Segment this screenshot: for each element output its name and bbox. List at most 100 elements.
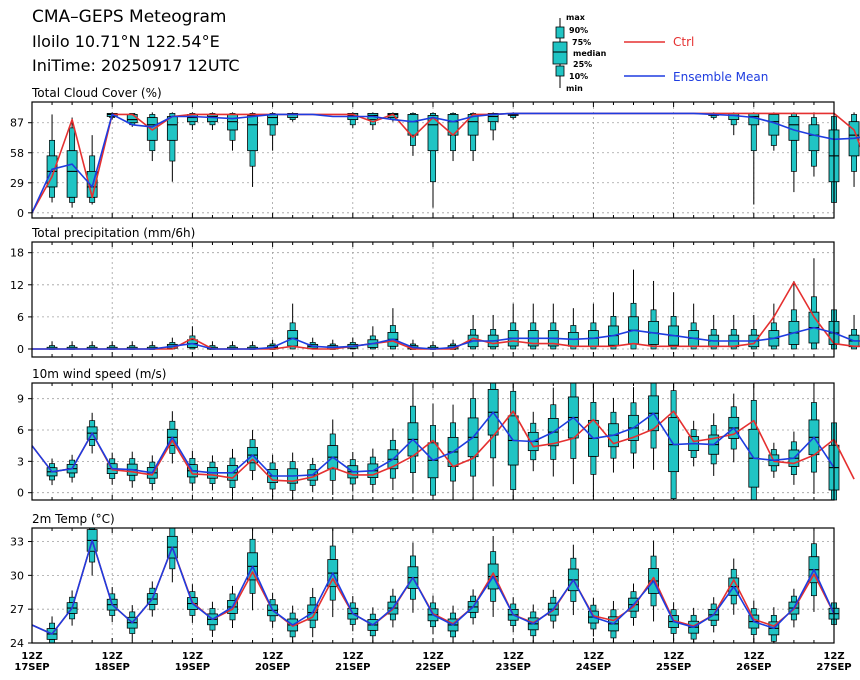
box-upper-tail	[690, 614, 697, 622]
box-upper-tail	[309, 597, 316, 606]
box-body	[487, 112, 499, 123]
box-upper-tail	[269, 462, 276, 470]
panel-2: Total precipitation (mm/6h) 0 6 12 18	[10, 226, 860, 358]
panel-frame	[31, 241, 835, 358]
box-lower-tail	[209, 624, 216, 631]
box-upper-tail	[670, 315, 677, 327]
x-date-label: 24SEP	[576, 662, 611, 673]
ensemble-box	[848, 314, 860, 350]
box-lower-tail	[269, 482, 276, 490]
box-upper-tail	[249, 538, 256, 554]
box-lower-tail	[169, 557, 176, 570]
box-lower-tail	[630, 610, 637, 619]
box-upper-tail	[690, 322, 697, 331]
box-lower-tail	[450, 134, 457, 152]
box-upper-tail	[149, 461, 156, 468]
box-upper-tail	[369, 456, 376, 465]
legend-box-label: min	[566, 84, 583, 93]
legend-ctrl-label: Ctrl	[673, 35, 694, 49]
ensemble-box	[788, 280, 800, 350]
box-lower-tail	[229, 129, 236, 141]
legend: max 90% 75% median 25% 10% min Ctrl Ense…	[552, 13, 768, 93]
ensemble-box	[287, 303, 299, 350]
box-lower-tail	[510, 619, 517, 626]
box-upper-tail	[570, 557, 577, 570]
x-date-label: 22SEP	[415, 662, 450, 673]
panels-layer: Total Cloud Cover (%) 0 29 58 87 Total precip…	[10, 86, 860, 650]
box-lower-tail	[570, 590, 577, 602]
box-body	[267, 114, 279, 126]
box-body	[247, 115, 258, 152]
box-body	[287, 112, 299, 118]
box-upper-tail	[851, 329, 858, 336]
box-upper-tail	[149, 114, 156, 118]
legend-mean-label: Ensemble Mean	[673, 70, 768, 84]
box-lower-tail	[69, 613, 76, 620]
box-lower-tail	[410, 455, 416, 473]
y-tick-label: 29	[10, 177, 24, 190]
box-lower-tail	[550, 445, 557, 460]
box-upper-tail	[550, 322, 557, 331]
box-upper-tail	[590, 604, 597, 612]
box-lower-tail	[770, 465, 777, 472]
box-lower-tail	[430, 150, 436, 183]
box-lower-tail	[510, 345, 517, 350]
box-upper-tail	[851, 114, 858, 123]
y-tick-label: 27	[10, 603, 24, 616]
box-upper-tail	[189, 458, 196, 465]
ensemble-box	[748, 112, 760, 205]
x-hour-label: 12Z	[743, 651, 764, 662]
box-lower-tail	[389, 613, 396, 621]
box-lower-tail	[189, 609, 196, 616]
ensemble-box	[367, 326, 379, 350]
panel-frame	[31, 527, 835, 644]
box-upper-tail	[750, 329, 757, 336]
box-upper-tail	[730, 329, 737, 336]
x-hour-label: 12Z	[102, 651, 123, 662]
box-upper-tail	[610, 411, 617, 425]
y-tick-label: 6	[17, 311, 24, 324]
box-lower-tail	[450, 466, 457, 482]
box-upper-tail	[209, 608, 216, 615]
box-body	[407, 114, 419, 136]
box-upper-tail	[530, 611, 537, 619]
box-lower-tail	[209, 477, 216, 484]
box-upper-tail	[169, 527, 176, 537]
box-body	[427, 115, 439, 152]
ensemble-box	[728, 314, 740, 350]
x-date-label: 20SEP	[255, 662, 290, 673]
y-tick-label: 0	[17, 343, 24, 356]
box-lower-tail	[189, 476, 196, 484]
box-lower-tail	[89, 550, 96, 563]
box-upper-tail	[710, 329, 717, 336]
ensemble-box	[848, 112, 860, 187]
y-tick-label: 12	[10, 279, 24, 292]
box-lower-tail	[610, 446, 617, 459]
box-upper-tail	[470, 398, 477, 419]
box-upper-tail	[530, 422, 537, 433]
box-lower-tail	[710, 453, 717, 465]
box-upper-tail	[49, 139, 56, 157]
box-lower-tail	[810, 342, 817, 350]
box-upper-tail	[209, 461, 216, 468]
box-upper-tail	[650, 555, 657, 569]
box-lower-tail	[530, 345, 537, 350]
box-lower-tail	[129, 474, 136, 482]
box-upper-tail	[129, 611, 136, 618]
box-upper-tail	[329, 433, 336, 446]
box-lower-tail	[590, 622, 597, 630]
y-tick-label: 3	[17, 455, 24, 468]
box-upper-tail	[470, 595, 477, 602]
ensemble-box	[588, 303, 599, 350]
box-lower-tail	[49, 475, 56, 481]
box-lower-tail	[810, 150, 817, 167]
ensemble-box	[648, 280, 659, 350]
box-lower-tail	[710, 619, 717, 626]
ensemble-box	[427, 403, 439, 500]
box-lower-tail	[349, 477, 356, 485]
box-upper-tail	[289, 461, 296, 470]
box-upper-tail	[269, 599, 276, 606]
box-lower-tail	[269, 124, 276, 136]
x-hour-label: 12Z	[422, 651, 443, 662]
legend-box-label: 10%	[569, 72, 588, 81]
